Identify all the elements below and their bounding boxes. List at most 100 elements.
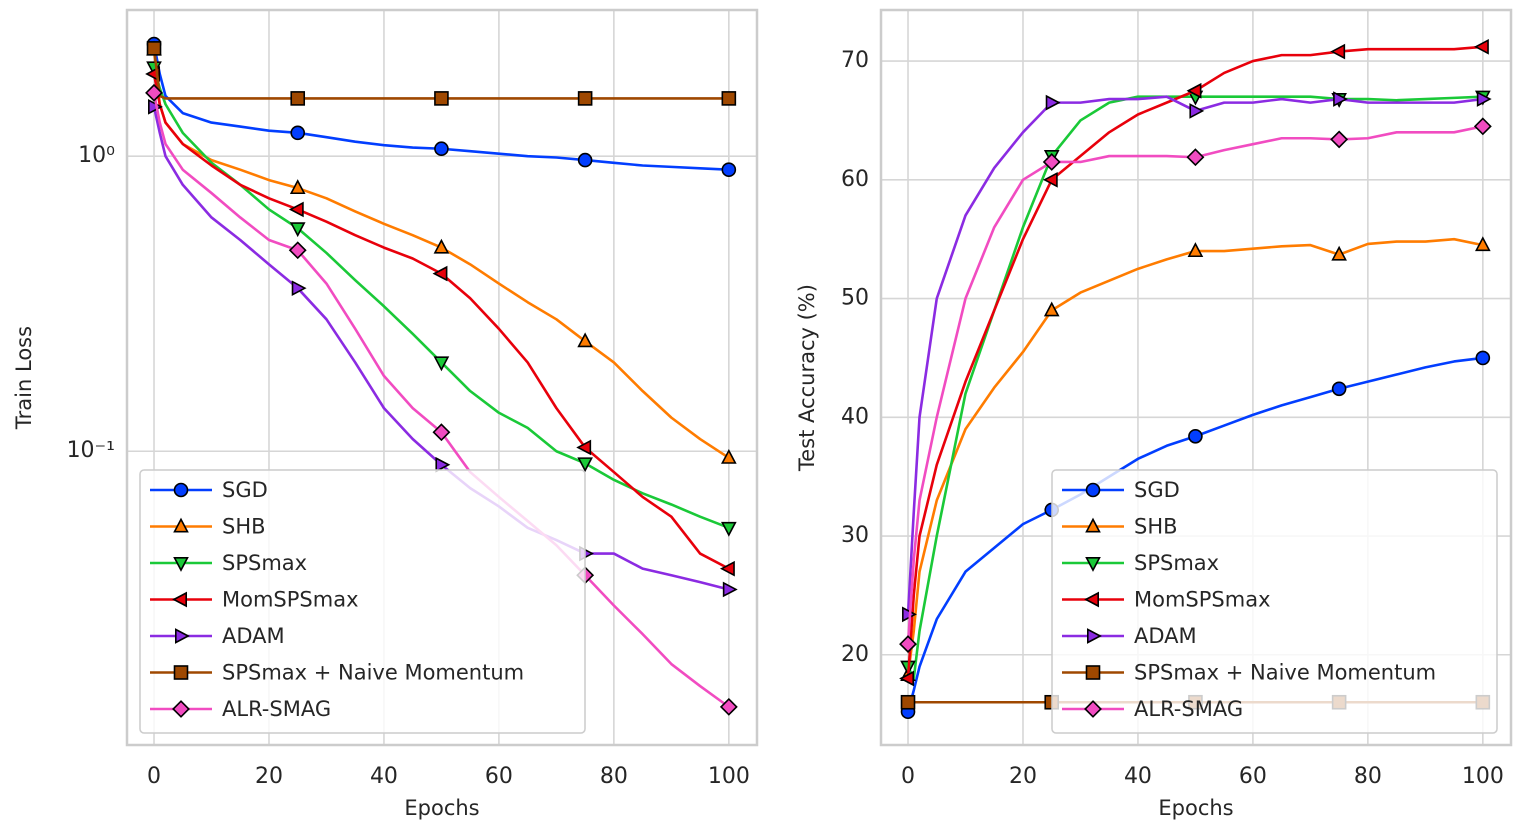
marker xyxy=(288,241,307,260)
marker xyxy=(1475,236,1491,252)
marker xyxy=(432,423,451,442)
subplot: 0 20 40 60 80 100 10⁰ 10⁻¹ Epochs Train Loss SGD SH… xyxy=(12,8,759,820)
legend-marker xyxy=(173,665,189,680)
marker xyxy=(1475,350,1491,366)
legend-label: SGD xyxy=(222,478,268,502)
x-tick-label: 60 xyxy=(485,764,513,789)
legend-marker xyxy=(173,556,189,572)
axes-frame xyxy=(879,8,1513,747)
marker xyxy=(289,222,306,238)
series-line xyxy=(152,106,730,591)
legend-label: MomSPSmax xyxy=(222,588,359,612)
legend-label: SHB xyxy=(1134,515,1178,539)
marker xyxy=(577,332,593,348)
legend-marker xyxy=(1084,591,1099,608)
y-axis-label: Test Accuracy (%) xyxy=(795,284,819,472)
y-tick-label: 60 xyxy=(841,167,869,192)
plot-lines xyxy=(145,36,738,716)
legend-label: ADAM xyxy=(222,624,285,648)
marker xyxy=(288,201,304,218)
marker xyxy=(721,162,737,178)
legend-label: SGD xyxy=(1134,478,1180,502)
x-tick-label: 20 xyxy=(1009,764,1037,789)
marker xyxy=(719,697,738,716)
legend-marker xyxy=(1087,628,1102,644)
x-tick-label: 0 xyxy=(147,764,161,789)
marker xyxy=(577,152,593,168)
x-tick-label: 40 xyxy=(1124,764,1152,789)
x-tick-label: 20 xyxy=(255,764,283,789)
series-line xyxy=(152,67,730,530)
marker xyxy=(1188,428,1203,444)
marker xyxy=(576,439,592,456)
marker xyxy=(1186,148,1205,167)
x-tick-label: 60 xyxy=(1239,764,1267,789)
y-tick-label: 50 xyxy=(841,286,869,311)
marker xyxy=(1331,245,1347,261)
x-tick-label: 80 xyxy=(600,764,628,789)
series-line xyxy=(906,237,1484,676)
y-tick-label: 20 xyxy=(841,642,869,667)
legend-marker xyxy=(173,517,189,533)
legend-box xyxy=(139,469,586,734)
axes-frame xyxy=(125,8,759,747)
legend-marker xyxy=(173,482,189,498)
legend-label: SPSmax xyxy=(1134,551,1219,575)
marker xyxy=(1473,117,1492,136)
series-line xyxy=(906,356,1483,713)
x-axis-label: Epochs xyxy=(404,796,479,820)
legend-marker xyxy=(1085,482,1101,498)
x-tick-label: 100 xyxy=(1462,764,1504,789)
marker xyxy=(577,91,593,106)
marker xyxy=(291,280,307,297)
legend-marker xyxy=(1085,556,1101,572)
legend-label: MomSPSmax xyxy=(1134,588,1271,612)
marker xyxy=(1042,153,1061,171)
marker xyxy=(721,91,737,106)
y-axis-label: Train Loss xyxy=(12,326,36,430)
legend-label: SPSmax + Naive Momentum xyxy=(222,661,524,685)
x-tick-label: 40 xyxy=(370,764,398,789)
series-line xyxy=(152,48,729,100)
marker xyxy=(146,41,162,56)
plot-lines xyxy=(899,38,1492,720)
marker xyxy=(900,694,916,710)
marker xyxy=(1473,38,1489,55)
y-tick-label: 10⁻¹ xyxy=(67,438,115,463)
marker xyxy=(719,560,735,577)
marker xyxy=(1189,103,1205,119)
legend-label: SPSmax xyxy=(222,551,307,575)
marker xyxy=(1331,381,1347,397)
series-line xyxy=(906,45,1483,679)
legend-marker xyxy=(1085,517,1101,533)
y-tick-label: 30 xyxy=(841,523,869,548)
legend-label: ADAM xyxy=(1134,624,1197,648)
marker xyxy=(433,238,450,254)
legend: SGD SHB SPSmax MomSPSmax ADAM SPSmax + Naive … xyxy=(1051,469,1498,734)
series-line xyxy=(152,73,730,570)
marker xyxy=(435,456,451,473)
x-tick-label: 100 xyxy=(708,764,750,789)
marker xyxy=(433,356,450,372)
legend-label: SHB xyxy=(222,515,266,539)
marker xyxy=(899,635,917,654)
subplot: 0 20 40 60 80 100 20 30 40 50 60 70 Epochs Test Accur… xyxy=(795,8,1513,820)
marker xyxy=(1476,91,1492,107)
marker xyxy=(145,83,163,102)
series-line xyxy=(152,49,730,459)
marker xyxy=(1330,130,1349,149)
marker xyxy=(1187,242,1204,258)
x-tick-label: 80 xyxy=(1354,764,1382,789)
y-tick-label: 40 xyxy=(841,404,869,429)
legend-box xyxy=(1051,469,1498,734)
marker xyxy=(434,141,449,157)
legend-label: SPSmax + Naive Momentum xyxy=(1134,661,1436,685)
marker xyxy=(432,265,448,282)
marker xyxy=(1333,91,1348,107)
legend: SGD SHB SPSmax MomSPSmax ADAM SPSmax + Naive … xyxy=(139,469,586,734)
y-tick-label: 10⁰ xyxy=(78,143,115,168)
marker xyxy=(1043,301,1060,317)
series-line xyxy=(906,125,1484,645)
legend-marker xyxy=(1085,665,1101,680)
